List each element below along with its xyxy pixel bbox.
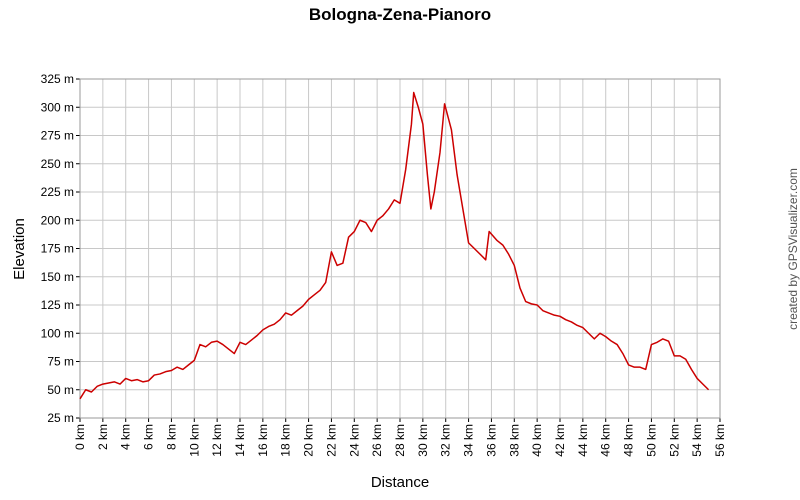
- y-tick-label: 225 m: [41, 185, 74, 199]
- x-tick-label: 14 km: [233, 424, 247, 457]
- x-tick-label: 26 km: [370, 424, 384, 457]
- x-tick-label: 16 km: [256, 424, 270, 457]
- x-tick-label: 34 km: [462, 424, 476, 457]
- x-tick-label: 18 km: [279, 424, 293, 457]
- x-tick-label: 54 km: [690, 424, 704, 457]
- x-tick-label: 52 km: [667, 424, 681, 457]
- x-tick-label: 22 km: [324, 424, 338, 457]
- x-tick-label: 12 km: [210, 424, 224, 457]
- x-tick-label: 44 km: [576, 424, 590, 457]
- x-tick-label: 36 km: [484, 424, 498, 457]
- y-tick-label: 300 m: [41, 100, 74, 114]
- chart-title: Bologna-Zena-Pianoro: [309, 5, 491, 24]
- y-tick-label: 50 m: [47, 383, 74, 397]
- x-tick-label: 8 km: [164, 424, 178, 450]
- y-tick-label: 325 m: [41, 72, 74, 86]
- x-tick-label: 38 km: [507, 424, 521, 457]
- y-tick-label: 275 m: [41, 129, 74, 143]
- y-axis-label: Elevation: [11, 218, 28, 280]
- x-tick-label: 28 km: [393, 424, 407, 457]
- y-tick-label: 75 m: [47, 355, 74, 369]
- x-tick-label: 30 km: [416, 424, 430, 457]
- x-tick-label: 40 km: [530, 424, 544, 457]
- x-tick-label: 10 km: [187, 424, 201, 457]
- x-tick-label: 0 km: [73, 424, 87, 450]
- y-tick-label: 250 m: [41, 157, 74, 171]
- elevation-line: [79, 91, 710, 400]
- y-tick-label: 100 m: [41, 326, 74, 340]
- x-tick-label: 24 km: [347, 424, 361, 457]
- y-tick-label: 200 m: [41, 213, 74, 227]
- y-tick-label: 25 m: [47, 411, 74, 425]
- x-tick-label: 46 km: [599, 424, 613, 457]
- x-tick-label: 6 km: [142, 424, 156, 450]
- x-tick-label: 20 km: [302, 424, 316, 457]
- x-axis-label: Distance: [371, 474, 429, 491]
- x-tick-label: 32 km: [439, 424, 453, 457]
- y-tick-label: 150 m: [41, 270, 74, 284]
- plot-border: [79, 78, 721, 419]
- x-tick-label: 4 km: [119, 424, 133, 450]
- x-tick-label: 42 km: [553, 424, 567, 457]
- y-tick-label: 125 m: [41, 298, 74, 312]
- x-tick-label: 50 km: [644, 424, 658, 457]
- credit: created by GPSVisualizer.com: [786, 168, 800, 330]
- x-tick-label: 48 km: [622, 424, 636, 457]
- x-tick-label: 56 km: [713, 424, 727, 457]
- x-tick-label: 2 km: [96, 424, 110, 450]
- y-tick-label: 175 m: [41, 242, 74, 256]
